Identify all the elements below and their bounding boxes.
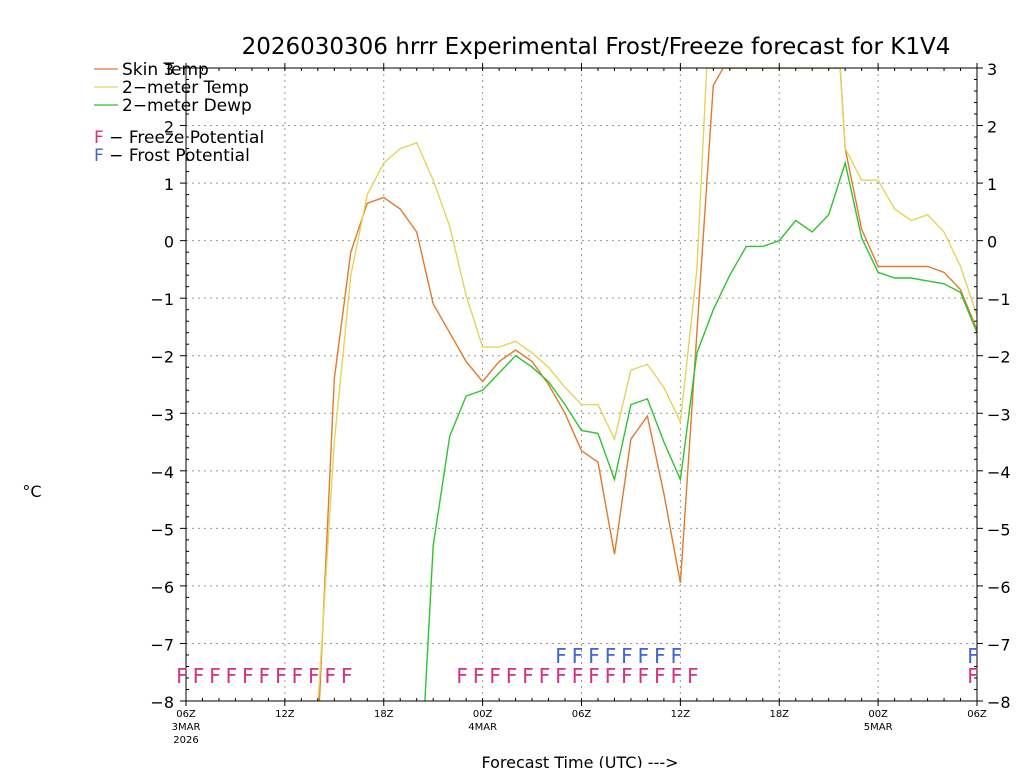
x-tick-sublabel: 5MAR xyxy=(864,722,893,733)
chart-title: 2026030306 hrrr Experimental Frost/Freez… xyxy=(242,34,951,60)
legend-label: 2−meter Temp xyxy=(122,78,249,98)
freeze-marker: F xyxy=(638,664,650,688)
frost-marker: F xyxy=(638,644,650,668)
marker-legend-entry: F − Frost Potential xyxy=(94,146,250,166)
x-tick-label: 06Z xyxy=(176,709,196,720)
y-tick-label-right: 2 xyxy=(987,118,997,137)
freeze-marker: F xyxy=(621,664,633,688)
frost-marker: F xyxy=(555,644,567,668)
freeze-marker: F xyxy=(489,664,501,688)
y-tick-label-right: −6 xyxy=(987,578,1011,597)
freeze-marker: F xyxy=(572,664,584,688)
y-tick-label-left: 1 xyxy=(164,175,174,194)
freeze-marker: F xyxy=(671,664,683,688)
y-tick-label-left: −2 xyxy=(150,348,174,367)
freeze-marker: F xyxy=(967,664,979,688)
y-tick-label-left: −5 xyxy=(150,520,174,539)
x-tick-label: 18Z xyxy=(374,709,394,720)
freeze-marker: F xyxy=(341,664,353,688)
freeze-marker: F xyxy=(259,664,271,688)
series-line-2-meter-dewp xyxy=(424,160,977,701)
x-tick-sublabel: 3MAR xyxy=(172,722,201,733)
marker-legend-letter: F xyxy=(94,128,104,148)
freeze-marker: F xyxy=(654,664,666,688)
freeze-marker: F xyxy=(292,664,304,688)
series-lines xyxy=(317,68,977,701)
freeze-marker: F xyxy=(209,664,221,688)
frost-marker: F xyxy=(671,644,683,668)
x-tick-label: 06Z xyxy=(967,709,987,720)
x-tick-label: 18Z xyxy=(769,709,789,720)
axis-ticks: 3 3 2 2 1 1 0 0 −1 −1 −2 −2 −3 −3 −4 −4 −5 −5 −6 −6 −7 −7 −8 −8… xyxy=(150,60,1010,746)
x-tick-label: 00Z xyxy=(868,709,888,720)
x-tick-label: 06Z xyxy=(572,709,592,720)
freeze-marker: F xyxy=(456,664,468,688)
y-tick-label-right: −3 xyxy=(987,405,1011,424)
legend-label: 2−meter Dewp xyxy=(122,96,252,116)
y-tick-label-left: 0 xyxy=(164,233,174,252)
y-tick-label-left: 2 xyxy=(164,118,174,137)
y-tick-label-right: −5 xyxy=(987,520,1011,539)
x-tick-label: 12Z xyxy=(671,709,691,720)
y-tick-label-right: −4 xyxy=(987,463,1011,482)
y-tick-label-right: −7 xyxy=(987,635,1011,654)
freeze-marker: F xyxy=(555,664,567,688)
y-axis-label: °C xyxy=(22,482,41,501)
freeze-marker: F xyxy=(275,664,287,688)
series-line-2-meter-temp xyxy=(317,68,977,701)
y-tick-label-left: −7 xyxy=(150,635,174,654)
frost-marker: F xyxy=(588,644,600,668)
x-tick-sublabel2: 2026 xyxy=(173,735,198,746)
y-tick-label-left: 3 xyxy=(164,60,174,79)
legend-label: Skin Temp xyxy=(122,60,209,80)
y-tick-label-left: −3 xyxy=(150,405,174,424)
freeze-marker: F xyxy=(176,664,188,688)
freeze-marker: F xyxy=(325,664,337,688)
y-tick-label-right: −1 xyxy=(987,290,1011,309)
freeze-marker: F xyxy=(473,664,485,688)
frost-marker: F xyxy=(621,644,633,668)
y-tick-label-right: 0 xyxy=(987,233,997,252)
frost-marker: F xyxy=(572,644,584,668)
y-tick-label-left: −4 xyxy=(150,463,174,482)
freeze-marker: F xyxy=(242,664,254,688)
series-line-skin-temp xyxy=(318,68,977,701)
freeze-marker: F xyxy=(687,664,699,688)
x-tick-label: 12Z xyxy=(275,709,295,720)
potential-markers: F F F F F F F F F F F F F F F F F F F F F F F F F F FF F F F F F F F F xyxy=(176,644,979,688)
freeze-marker: F xyxy=(193,664,205,688)
y-tick-label-right: −2 xyxy=(987,348,1011,367)
grid xyxy=(186,68,977,701)
marker-legend-label: − Frost Potential xyxy=(104,146,250,166)
freeze-marker: F xyxy=(226,664,238,688)
freeze-marker: F xyxy=(539,664,551,688)
y-tick-label-left: −1 xyxy=(150,290,174,309)
freeze-marker: F xyxy=(308,664,320,688)
x-tick-sublabel: 4MAR xyxy=(468,722,497,733)
freeze-marker: F xyxy=(588,664,600,688)
marker-legend-label: − Freeze Potential xyxy=(104,128,264,148)
x-tick-label: 00Z xyxy=(473,709,493,720)
y-tick-label-left: −8 xyxy=(150,693,174,712)
marker-legend-entry: F − Freeze Potential xyxy=(94,128,264,148)
freeze-marker: F xyxy=(605,664,617,688)
y-tick-label-left: −6 xyxy=(150,578,174,597)
plot-frame xyxy=(185,67,978,702)
freeze-marker: F xyxy=(522,664,534,688)
marker-legend-letter: F xyxy=(94,146,104,166)
y-tick-label-right: 3 xyxy=(987,60,997,79)
freeze-marker: F xyxy=(506,664,518,688)
frost-marker: F xyxy=(967,644,979,668)
x-axis-label: Forecast Time (UTC) ---> xyxy=(481,753,678,768)
frost-marker: F xyxy=(605,644,617,668)
y-tick-label-right: −8 xyxy=(987,693,1011,712)
frost-marker: F xyxy=(654,644,666,668)
y-tick-label-right: 1 xyxy=(987,175,997,194)
